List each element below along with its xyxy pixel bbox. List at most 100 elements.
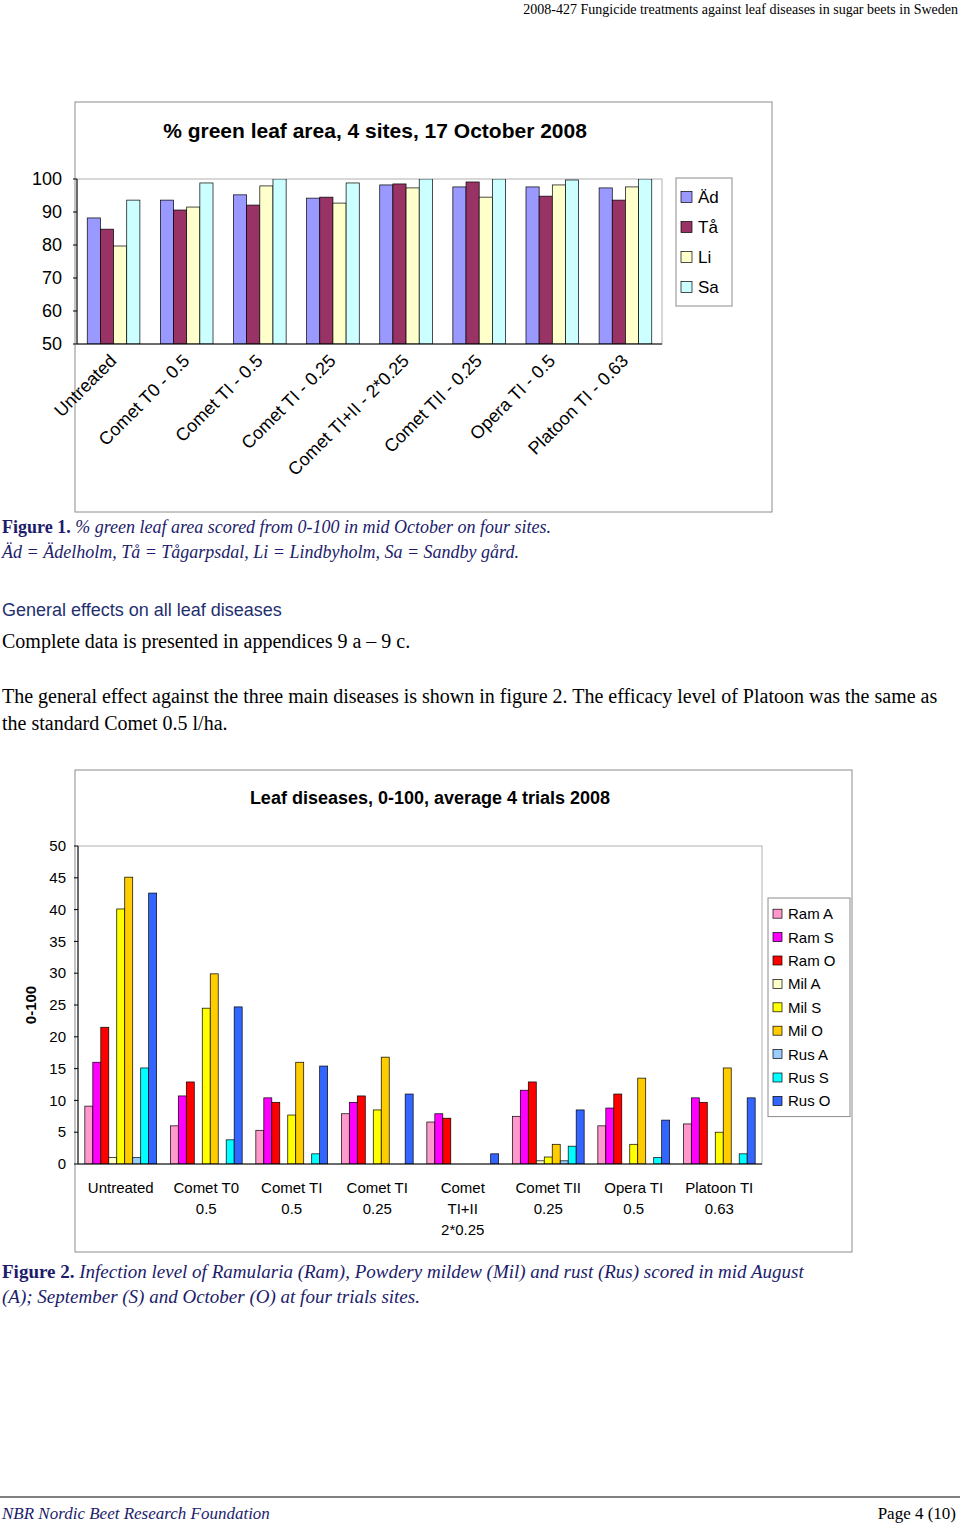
bar	[747, 1098, 755, 1164]
tick-label: 50	[49, 837, 66, 854]
bar	[125, 877, 133, 1164]
bar	[491, 1154, 499, 1164]
page-header: 2008-427 Fungicide treatments against le…	[523, 2, 958, 18]
bar	[539, 196, 552, 344]
tick-mark	[74, 1100, 78, 1101]
tick-mark	[73, 179, 77, 180]
bar	[114, 246, 127, 344]
bar	[599, 188, 612, 344]
tick-label: 10	[49, 1092, 66, 1109]
bar	[691, 1098, 699, 1164]
bar	[598, 1126, 606, 1164]
bar	[662, 1120, 670, 1164]
plot-area	[78, 846, 762, 1164]
figure-caption: Figure 2. Infection level of Ramularia (…	[2, 1259, 832, 1309]
tick-mark	[73, 212, 77, 213]
bar	[341, 1114, 349, 1164]
bar	[202, 1008, 210, 1164]
bar	[699, 1102, 707, 1164]
legend-label: Ram S	[788, 929, 834, 946]
figure-caption: Figure 1. % green leaf area scored from …	[2, 517, 551, 538]
bar	[552, 1144, 560, 1164]
tick-mark	[74, 1068, 78, 1069]
legend-box	[768, 898, 850, 1117]
legend-swatch	[773, 956, 782, 965]
category-label: Opera TI0.5	[604, 1179, 663, 1217]
legend-label: Rus A	[788, 1046, 828, 1063]
bar	[630, 1144, 638, 1164]
legend-swatch	[773, 1073, 782, 1082]
bar	[544, 1157, 552, 1164]
legend-swatch	[773, 979, 782, 988]
bar	[312, 1154, 320, 1164]
tick-mark	[74, 877, 78, 878]
legend-swatch	[681, 222, 692, 233]
legend-swatch	[773, 933, 782, 942]
bar	[109, 1158, 117, 1164]
caption-part: % green leaf area scored from 0-100 in m…	[75, 517, 551, 537]
bar	[260, 186, 273, 344]
plot-area	[77, 179, 662, 344]
bar	[568, 1146, 576, 1164]
bar	[264, 1098, 272, 1164]
bar	[373, 1110, 381, 1164]
bar	[141, 1068, 149, 1164]
legend: ÄdTåLiSa	[676, 178, 732, 306]
tick-mark	[74, 909, 78, 910]
y-axis	[78, 846, 79, 1164]
tick-label: 0	[58, 1155, 66, 1172]
legend-label: Tå	[698, 218, 718, 237]
category-label: Comet T00.5	[173, 1179, 239, 1217]
bar	[453, 187, 466, 344]
x-axis	[77, 344, 662, 345]
bar	[654, 1158, 662, 1164]
bar	[87, 218, 100, 344]
bar	[233, 195, 246, 344]
bar	[606, 1108, 614, 1164]
legend-label: Rus O	[788, 1092, 831, 1109]
tick-mark	[73, 311, 77, 312]
tick-mark	[74, 1132, 78, 1133]
bar	[200, 183, 213, 344]
bar	[552, 185, 565, 344]
bar	[381, 1057, 389, 1164]
bar	[639, 179, 652, 344]
caption-part	[74, 1261, 79, 1282]
bar	[427, 1122, 435, 1164]
bar	[272, 1102, 280, 1164]
bar	[127, 200, 140, 344]
bar	[512, 1116, 520, 1164]
bar	[614, 1094, 622, 1164]
bar	[443, 1118, 451, 1164]
bar	[174, 210, 187, 344]
bar	[178, 1096, 186, 1164]
bar	[612, 200, 625, 344]
legend-swatch	[681, 192, 692, 203]
legend-label: Li	[698, 248, 711, 267]
bar	[739, 1154, 747, 1164]
tick-mark	[74, 973, 78, 974]
bar	[160, 200, 173, 344]
bar	[520, 1090, 528, 1164]
bar	[357, 1096, 365, 1164]
bar	[210, 974, 218, 1164]
category-label: CometTI+II2*0.25	[441, 1179, 486, 1238]
bar	[85, 1106, 93, 1164]
bar	[435, 1114, 443, 1164]
bar	[492, 179, 505, 344]
tick-label: 45	[49, 869, 66, 886]
tick-label: 40	[49, 901, 66, 918]
y-axis	[77, 179, 78, 344]
tick-label: 20	[49, 1028, 66, 1045]
section-heading: General effects on all leaf diseases	[2, 600, 282, 621]
bar	[320, 1066, 328, 1164]
tick-label: 5	[58, 1123, 66, 1140]
legend-label: Ram A	[788, 905, 833, 922]
tick-label: 100	[32, 169, 62, 189]
bar	[93, 1062, 101, 1164]
chart-frame	[75, 770, 852, 1252]
bar	[419, 179, 432, 344]
legend-swatch	[773, 1050, 782, 1059]
bar	[638, 1078, 646, 1164]
bar	[479, 197, 492, 344]
